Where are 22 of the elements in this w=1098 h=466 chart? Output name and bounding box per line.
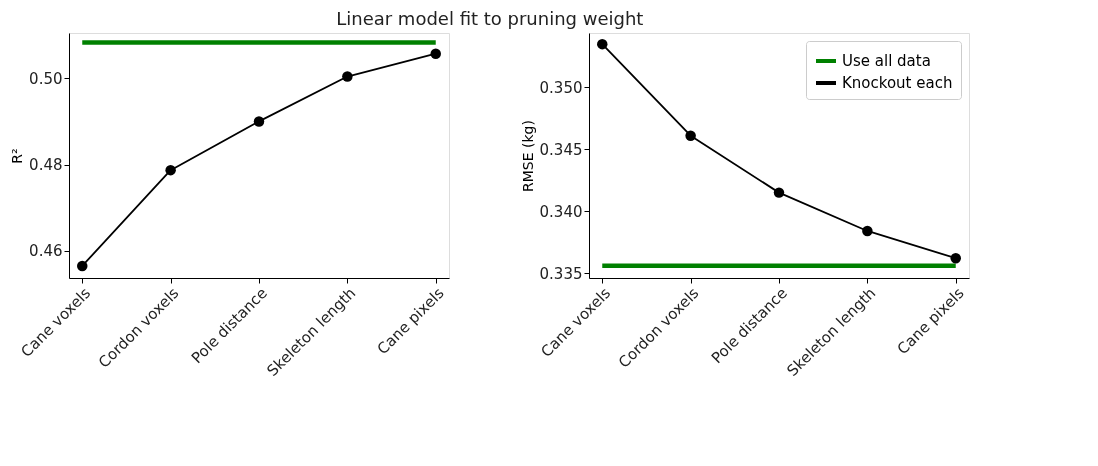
point: [77, 260, 88, 272]
point: [253, 116, 265, 127]
point: [950, 252, 961, 264]
y-tick-label: 0.345: [539, 140, 583, 159]
y-axis-title: R²: [9, 148, 26, 164]
y-tick-label: 0.335: [539, 264, 583, 283]
text: Linear model fit to pruning weight: [336, 7, 644, 29]
y-tick-label: 0.46: [29, 242, 63, 261]
legend-label: Use all data: [842, 52, 931, 70]
y-tick-label: 0.50: [29, 69, 63, 88]
y-tick-label: 0.48: [29, 156, 63, 175]
y-tick-label: 0.340: [539, 202, 583, 221]
point: [430, 48, 441, 59]
legend-label: Knockout each: [842, 74, 953, 92]
point: [685, 130, 696, 141]
point: [862, 225, 873, 237]
point: [597, 38, 608, 50]
point: [165, 164, 176, 176]
y-axis-title: RMSE (kg): [519, 120, 536, 192]
point: [342, 71, 353, 82]
point: [773, 187, 785, 198]
y-tick-label: 0.350: [539, 78, 583, 97]
